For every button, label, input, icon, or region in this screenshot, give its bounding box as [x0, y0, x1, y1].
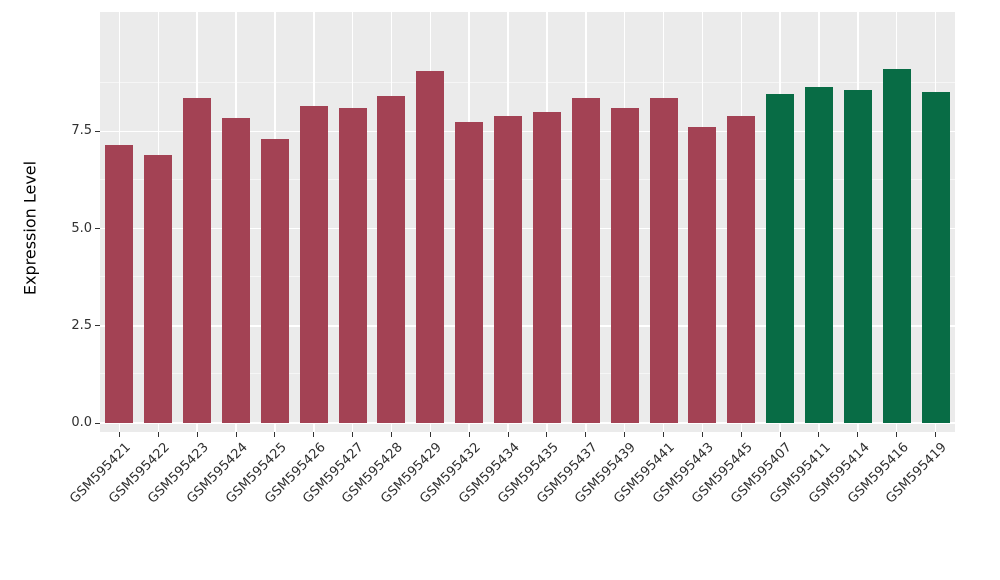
x-tick: [274, 432, 276, 437]
x-tick: [390, 432, 392, 437]
x-tick: [701, 432, 703, 437]
bar: [105, 144, 134, 423]
grid-line-major: [100, 422, 955, 424]
y-tick: [95, 130, 100, 132]
grid-line-minor: [100, 373, 955, 375]
x-tick: [157, 432, 159, 437]
x-tick: [935, 432, 937, 437]
bar: [338, 107, 367, 423]
bar: [416, 70, 445, 423]
x-tick: [779, 432, 781, 437]
x-tick: [118, 432, 120, 437]
bar: [532, 111, 561, 423]
bar: [804, 86, 833, 423]
y-tick-label: 2.5: [71, 317, 92, 333]
y-tick: [95, 228, 100, 229]
bar: [766, 94, 795, 423]
grid-line-minor: [100, 178, 955, 180]
bar: [688, 127, 717, 423]
y-axis-title: Expression Level: [20, 160, 40, 296]
bar: [494, 115, 523, 423]
x-tick: [663, 432, 665, 437]
x-tick: [818, 432, 820, 437]
y-tick-label: 0.0: [71, 415, 92, 430]
grid-line-major: [100, 227, 955, 230]
bars-layer: [100, 12, 955, 432]
bar: [610, 107, 639, 423]
grid-line-major: [100, 325, 955, 327]
x-tick: [624, 432, 626, 437]
grid-line-minor: [100, 276, 955, 278]
bar: [921, 92, 950, 423]
x-tick: [196, 432, 198, 437]
x-tick: [546, 432, 548, 437]
x-tick: [896, 432, 898, 437]
x-tick: [507, 432, 509, 437]
grid-line-major: [100, 130, 955, 132]
bar: [260, 139, 289, 423]
bar: [649, 98, 678, 423]
x-tick: [352, 432, 354, 437]
y-tick: [95, 325, 100, 327]
bar: [571, 98, 600, 423]
bar: [377, 96, 406, 423]
bar: [727, 115, 756, 423]
y-tick: [95, 422, 100, 424]
x-tick: [857, 432, 859, 437]
bar: [299, 105, 328, 423]
plot-panel: [100, 12, 955, 432]
grid-line-minor: [100, 81, 955, 83]
bar: [455, 121, 484, 423]
bar: [843, 90, 872, 423]
x-tick: [429, 432, 431, 437]
x-tick: [740, 432, 742, 437]
x-tick: [235, 432, 237, 437]
bar: [183, 98, 212, 423]
bar: [144, 154, 173, 423]
bar: [222, 117, 251, 423]
x-tick: [468, 432, 470, 437]
bar: [882, 69, 911, 423]
y-tick-label: 7.5: [71, 123, 92, 139]
x-tick: [585, 432, 587, 437]
x-tick: [313, 432, 315, 437]
y-tick-label: 5.0: [71, 220, 92, 236]
